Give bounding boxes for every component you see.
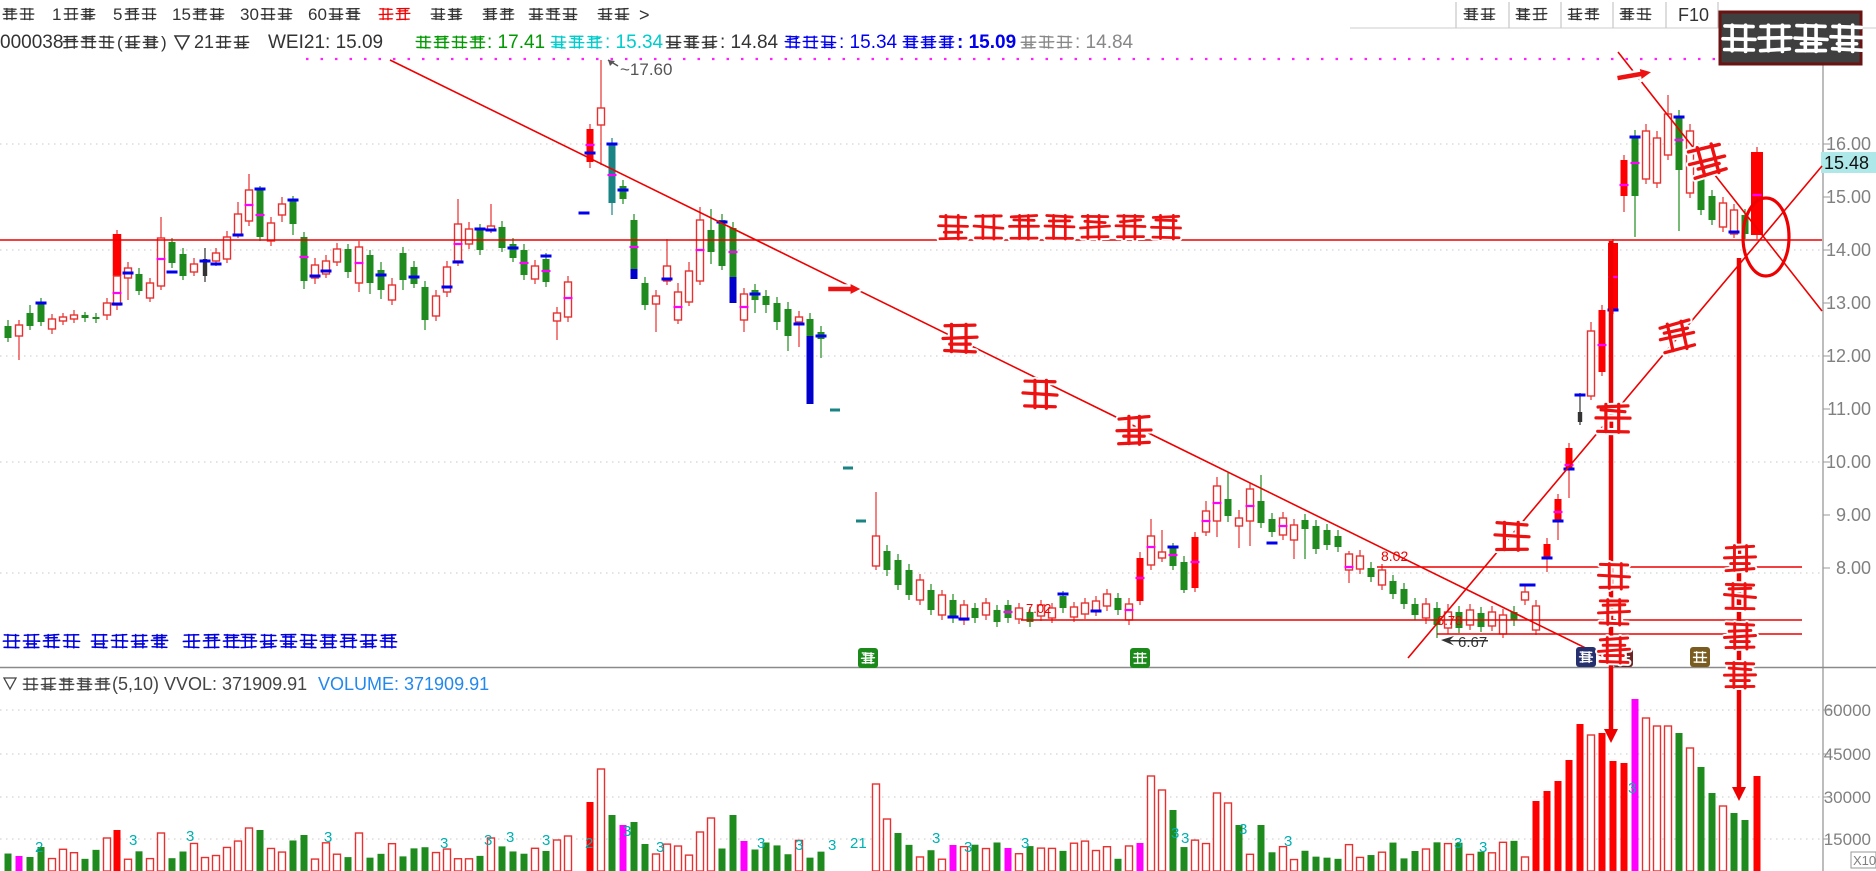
svg-text:VOLUME: 371909.91: VOLUME: 371909.91 xyxy=(318,674,489,694)
svg-text:5: 5 xyxy=(113,5,122,24)
svg-text:X10: X10 xyxy=(1853,853,1876,868)
svg-text:3: 3 xyxy=(324,829,332,846)
svg-text:: 15.09: : 15.09 xyxy=(957,32,1016,53)
svg-text:16.00: 16.00 xyxy=(1826,134,1871,154)
svg-text:6.78: 6.78 xyxy=(1437,613,1462,628)
svg-text:3: 3 xyxy=(656,839,664,856)
svg-text:3: 3 xyxy=(1454,835,1462,852)
svg-text:WEI21: 15.09: WEI21: 15.09 xyxy=(268,32,383,53)
svg-text:3: 3 xyxy=(484,832,492,849)
svg-text:60000: 60000 xyxy=(1824,701,1871,720)
svg-text:3: 3 xyxy=(186,828,194,845)
svg-text:21: 21 xyxy=(850,835,867,852)
svg-text:7.02: 7.02 xyxy=(1026,601,1051,616)
svg-text:(5,10) VVOL: 371909.91: (5,10) VVOL: 371909.91 xyxy=(112,674,307,694)
svg-text:3: 3 xyxy=(1479,839,1487,856)
svg-text:45000: 45000 xyxy=(1824,745,1871,764)
svg-text:~17.60: ~17.60 xyxy=(620,60,672,79)
svg-text:11.00: 11.00 xyxy=(1827,399,1871,419)
svg-text:3: 3 xyxy=(1171,825,1179,842)
svg-text:9.00: 9.00 xyxy=(1836,505,1871,525)
svg-text:60: 60 xyxy=(308,5,327,24)
svg-text:3: 3 xyxy=(623,823,631,840)
svg-text:3: 3 xyxy=(506,829,514,846)
svg-text:: 15.34: : 15.34 xyxy=(605,32,664,53)
svg-text:2: 2 xyxy=(585,835,593,852)
svg-text:8.00: 8.00 xyxy=(1836,558,1871,578)
svg-text:3: 3 xyxy=(795,837,803,854)
svg-text:15000: 15000 xyxy=(1824,830,1871,849)
svg-text:12.00: 12.00 xyxy=(1826,346,1871,366)
svg-text:21: 21 xyxy=(194,32,214,52)
svg-text:3: 3 xyxy=(1239,821,1247,838)
svg-text:: 17.41: : 17.41 xyxy=(487,32,545,53)
svg-text:8.02: 8.02 xyxy=(1381,548,1408,564)
svg-text:10.00: 10.00 xyxy=(1826,452,1871,472)
svg-text:(: ( xyxy=(117,33,123,52)
svg-text:3: 3 xyxy=(1181,830,1189,847)
svg-text:: 15.34: : 15.34 xyxy=(839,32,898,53)
svg-text:000038: 000038 xyxy=(0,32,63,53)
svg-text:15: 15 xyxy=(172,5,191,24)
svg-text:14.00: 14.00 xyxy=(1826,240,1871,260)
svg-text:: 14.84: : 14.84 xyxy=(720,32,779,53)
svg-text:1: 1 xyxy=(52,5,61,24)
svg-text:3: 3 xyxy=(964,839,972,856)
svg-text:): ) xyxy=(161,33,167,52)
svg-text:3: 3 xyxy=(440,835,448,852)
svg-text:13.00: 13.00 xyxy=(1826,293,1871,313)
svg-text:3: 3 xyxy=(129,832,137,849)
svg-text:3: 3 xyxy=(1284,833,1292,850)
svg-text:30000: 30000 xyxy=(1824,788,1871,807)
svg-text:3: 3 xyxy=(542,832,550,849)
svg-text:3: 3 xyxy=(1021,835,1029,852)
svg-text:6.67: 6.67 xyxy=(1458,634,1487,651)
svg-text:15.00: 15.00 xyxy=(1826,187,1871,207)
svg-text:>: > xyxy=(639,5,650,25)
svg-text:2: 2 xyxy=(35,839,43,856)
svg-text:3: 3 xyxy=(1628,780,1636,797)
svg-text:15.48: 15.48 xyxy=(1824,153,1869,173)
svg-text:3: 3 xyxy=(932,830,940,847)
svg-text:3: 3 xyxy=(828,837,836,854)
svg-text:: 14.84: : 14.84 xyxy=(1075,32,1134,53)
svg-text:30: 30 xyxy=(240,5,259,24)
svg-text:3: 3 xyxy=(757,835,765,852)
svg-text:F10: F10 xyxy=(1678,5,1709,25)
